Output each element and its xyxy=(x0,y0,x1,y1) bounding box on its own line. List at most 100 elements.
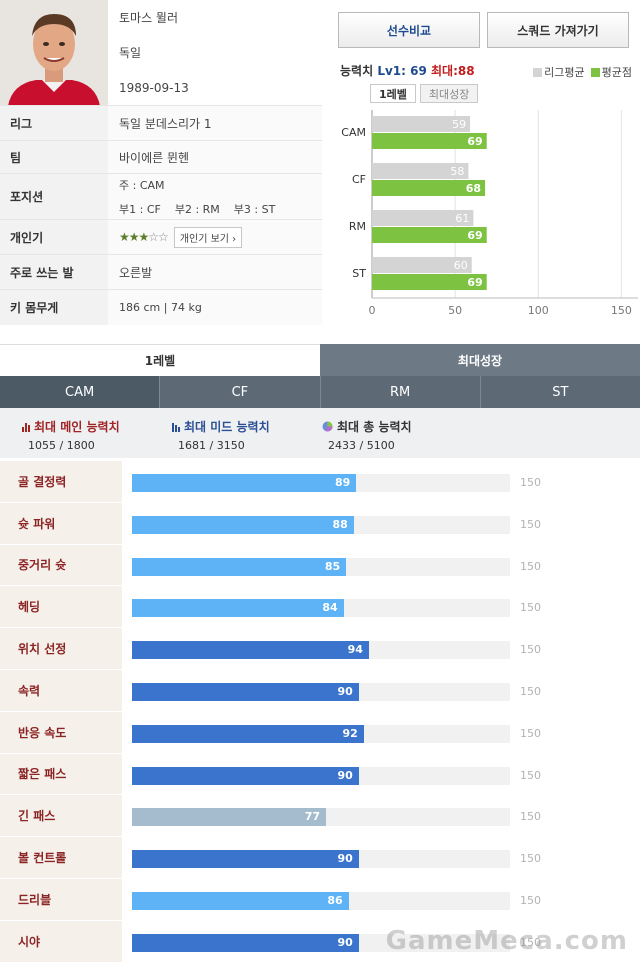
row-body: 키 몸무게 186 cm | 74 kg xyxy=(0,289,322,325)
stat-row: 긴 패스 77 150 xyxy=(0,795,640,838)
stat-bar-track: 92 xyxy=(132,724,510,743)
stat-value: 77 xyxy=(304,810,321,824)
bar-value-label: 69 xyxy=(467,135,482,148)
stat-bar-track: 94 xyxy=(132,641,510,660)
stat-bar-track: 88 xyxy=(132,515,510,534)
stat-bar-track: 84 xyxy=(132,599,510,618)
star-rating-icon: ★★★☆☆ xyxy=(119,230,169,244)
stat-value: 88 xyxy=(332,517,348,531)
player-avg-bar xyxy=(372,227,487,243)
row-foot: 주로 쓰는 발 오른발 xyxy=(0,254,322,289)
row-league: 리그 독일 분데스리가 1 xyxy=(0,105,322,140)
pie-chart-icon xyxy=(322,421,333,432)
chart-legend: 리그평균 평균점 xyxy=(533,64,632,80)
stat-value: 85 xyxy=(324,559,341,573)
category-label: ST xyxy=(352,267,366,280)
stat-bar-track: 85 xyxy=(132,557,510,576)
stat-row: 속력 90 150 xyxy=(0,669,640,712)
stat-name: 위치 선정 xyxy=(0,628,122,670)
stat-row: 헤딩 84 150 xyxy=(0,586,640,629)
position-sub1: 부1 : CF xyxy=(119,202,161,216)
bar-value-label: 59 xyxy=(452,118,466,131)
legend-league: 리그평균 xyxy=(533,64,585,80)
stat-value: 86 xyxy=(327,893,343,907)
category-label: CAM xyxy=(341,126,366,139)
stat-max: 150 xyxy=(520,517,541,531)
stat-bar-fill: 86 xyxy=(132,891,349,910)
stat-row: 위치 선정 94 150 xyxy=(0,628,640,670)
popularity-label: 개인기 xyxy=(0,220,108,254)
bar-value-label: 58 xyxy=(450,165,464,178)
position-tab-cam[interactable]: CAM xyxy=(0,376,161,408)
stat-max: 150 xyxy=(520,684,541,698)
stat-bar-fill: 94 xyxy=(132,641,369,660)
compare-button[interactable]: 선수비교 xyxy=(338,12,480,48)
foot-label: 주로 쓰는 발 xyxy=(0,255,108,289)
stat-max: 150 xyxy=(520,893,541,907)
stat-bar-track: 90 xyxy=(132,766,510,785)
bar-value-label: 61 xyxy=(455,212,469,225)
bar-chart-icon xyxy=(22,422,30,432)
league-avg-bar xyxy=(372,257,472,273)
stat-name: 드리블 xyxy=(0,878,122,921)
stat-name: 중거리 슛 xyxy=(0,544,122,587)
stat-name: 긴 패스 xyxy=(0,795,122,838)
body-value: 186 cm | 74 kg xyxy=(108,290,322,325)
stat-max: 150 xyxy=(520,810,541,824)
bar-chart-icon xyxy=(172,422,180,432)
tab-level1[interactable]: 1레벨 xyxy=(370,84,416,103)
stat-bar-fill: 92 xyxy=(132,724,364,743)
stat-name: 헤딩 xyxy=(0,586,122,629)
ability-panel: 선수비교 스쿼드 가져가기 능력치 Lv1: 69 최대:88 리그평균 평균점… xyxy=(322,0,640,325)
add-to-squad-button[interactable]: 스쿼드 가져가기 xyxy=(487,12,629,48)
stat-name: 골 결정력 xyxy=(0,461,122,503)
stat-row: 볼 컨트롤 90 150 xyxy=(0,837,640,879)
stat-max: 150 xyxy=(520,726,541,740)
row-position: 포지션 주 : CAM 부1 : CF 부2 : RM 부3 : ST xyxy=(0,173,322,219)
row-nation: 독일 xyxy=(0,35,322,70)
position-tab-st[interactable]: ST xyxy=(552,384,569,400)
summary-main: 최대 메인 능력치 1055 / 1800 xyxy=(22,418,120,452)
stat-max: 150 xyxy=(520,852,541,866)
summary-total: 최대 총 능력치 2433 / 5100 xyxy=(322,418,412,452)
bar-value-label: 69 xyxy=(467,276,482,289)
position-tabs: CAM CF RM ST xyxy=(0,376,640,408)
stat-max: 150 xyxy=(520,476,541,489)
tab-max-growth[interactable]: 최대성장 xyxy=(419,84,479,103)
stat-row: 짧은 패스 90 150 xyxy=(0,753,640,796)
stat-bar-fill: 85 xyxy=(132,557,347,576)
bar-value-label: 68 xyxy=(466,182,481,195)
position-sub2: 부2 : RM xyxy=(174,202,220,216)
player-birth: 1989-09-13 xyxy=(108,70,322,105)
summary-total-value: 2433 / 5100 xyxy=(328,439,395,452)
stat-row: 중거리 슛 85 150 xyxy=(0,544,640,587)
legend-avg: 평균점 xyxy=(590,64,632,80)
stat-bar-fill: 90 xyxy=(132,933,359,952)
stat-max: 150 xyxy=(520,935,541,949)
position-tab-rm[interactable]: RM xyxy=(321,376,481,408)
player-name: 토마스 뮐러 xyxy=(108,0,322,35)
row-birth: 1989-09-13 xyxy=(0,70,322,105)
tick-label: 0 xyxy=(369,304,376,317)
main-tab-level1[interactable]: 1레벨 xyxy=(0,344,320,376)
ability-tabs: 1레벨 최대성장 xyxy=(370,84,479,103)
main-tab-max-growth[interactable]: 최대성장 xyxy=(320,344,640,376)
stat-bar-fill: 90 xyxy=(132,682,359,701)
position-tab-cf[interactable]: CF xyxy=(160,376,321,408)
stat-row: 골 결정력 89 150 xyxy=(0,461,640,503)
league-avg-bar xyxy=(372,163,469,179)
team-label: 팀 xyxy=(0,141,108,173)
stat-bar-track: 77 xyxy=(132,808,510,827)
stat-bar-track: 90 xyxy=(132,682,510,701)
tick-label: 100 xyxy=(528,304,549,317)
stat-row: 시야 90 150 xyxy=(0,920,640,963)
stat-bar-track: 89 xyxy=(132,474,510,492)
popularity-view-button[interactable]: 개인기 보기 › xyxy=(173,226,243,248)
stat-value: 84 xyxy=(322,601,338,615)
stat-max: 150 xyxy=(520,601,541,615)
league-label: 리그 xyxy=(0,106,108,140)
player-avg-bar xyxy=(372,180,486,196)
stat-max: 150 xyxy=(520,643,541,657)
stat-bar-track: 86 xyxy=(132,891,510,910)
